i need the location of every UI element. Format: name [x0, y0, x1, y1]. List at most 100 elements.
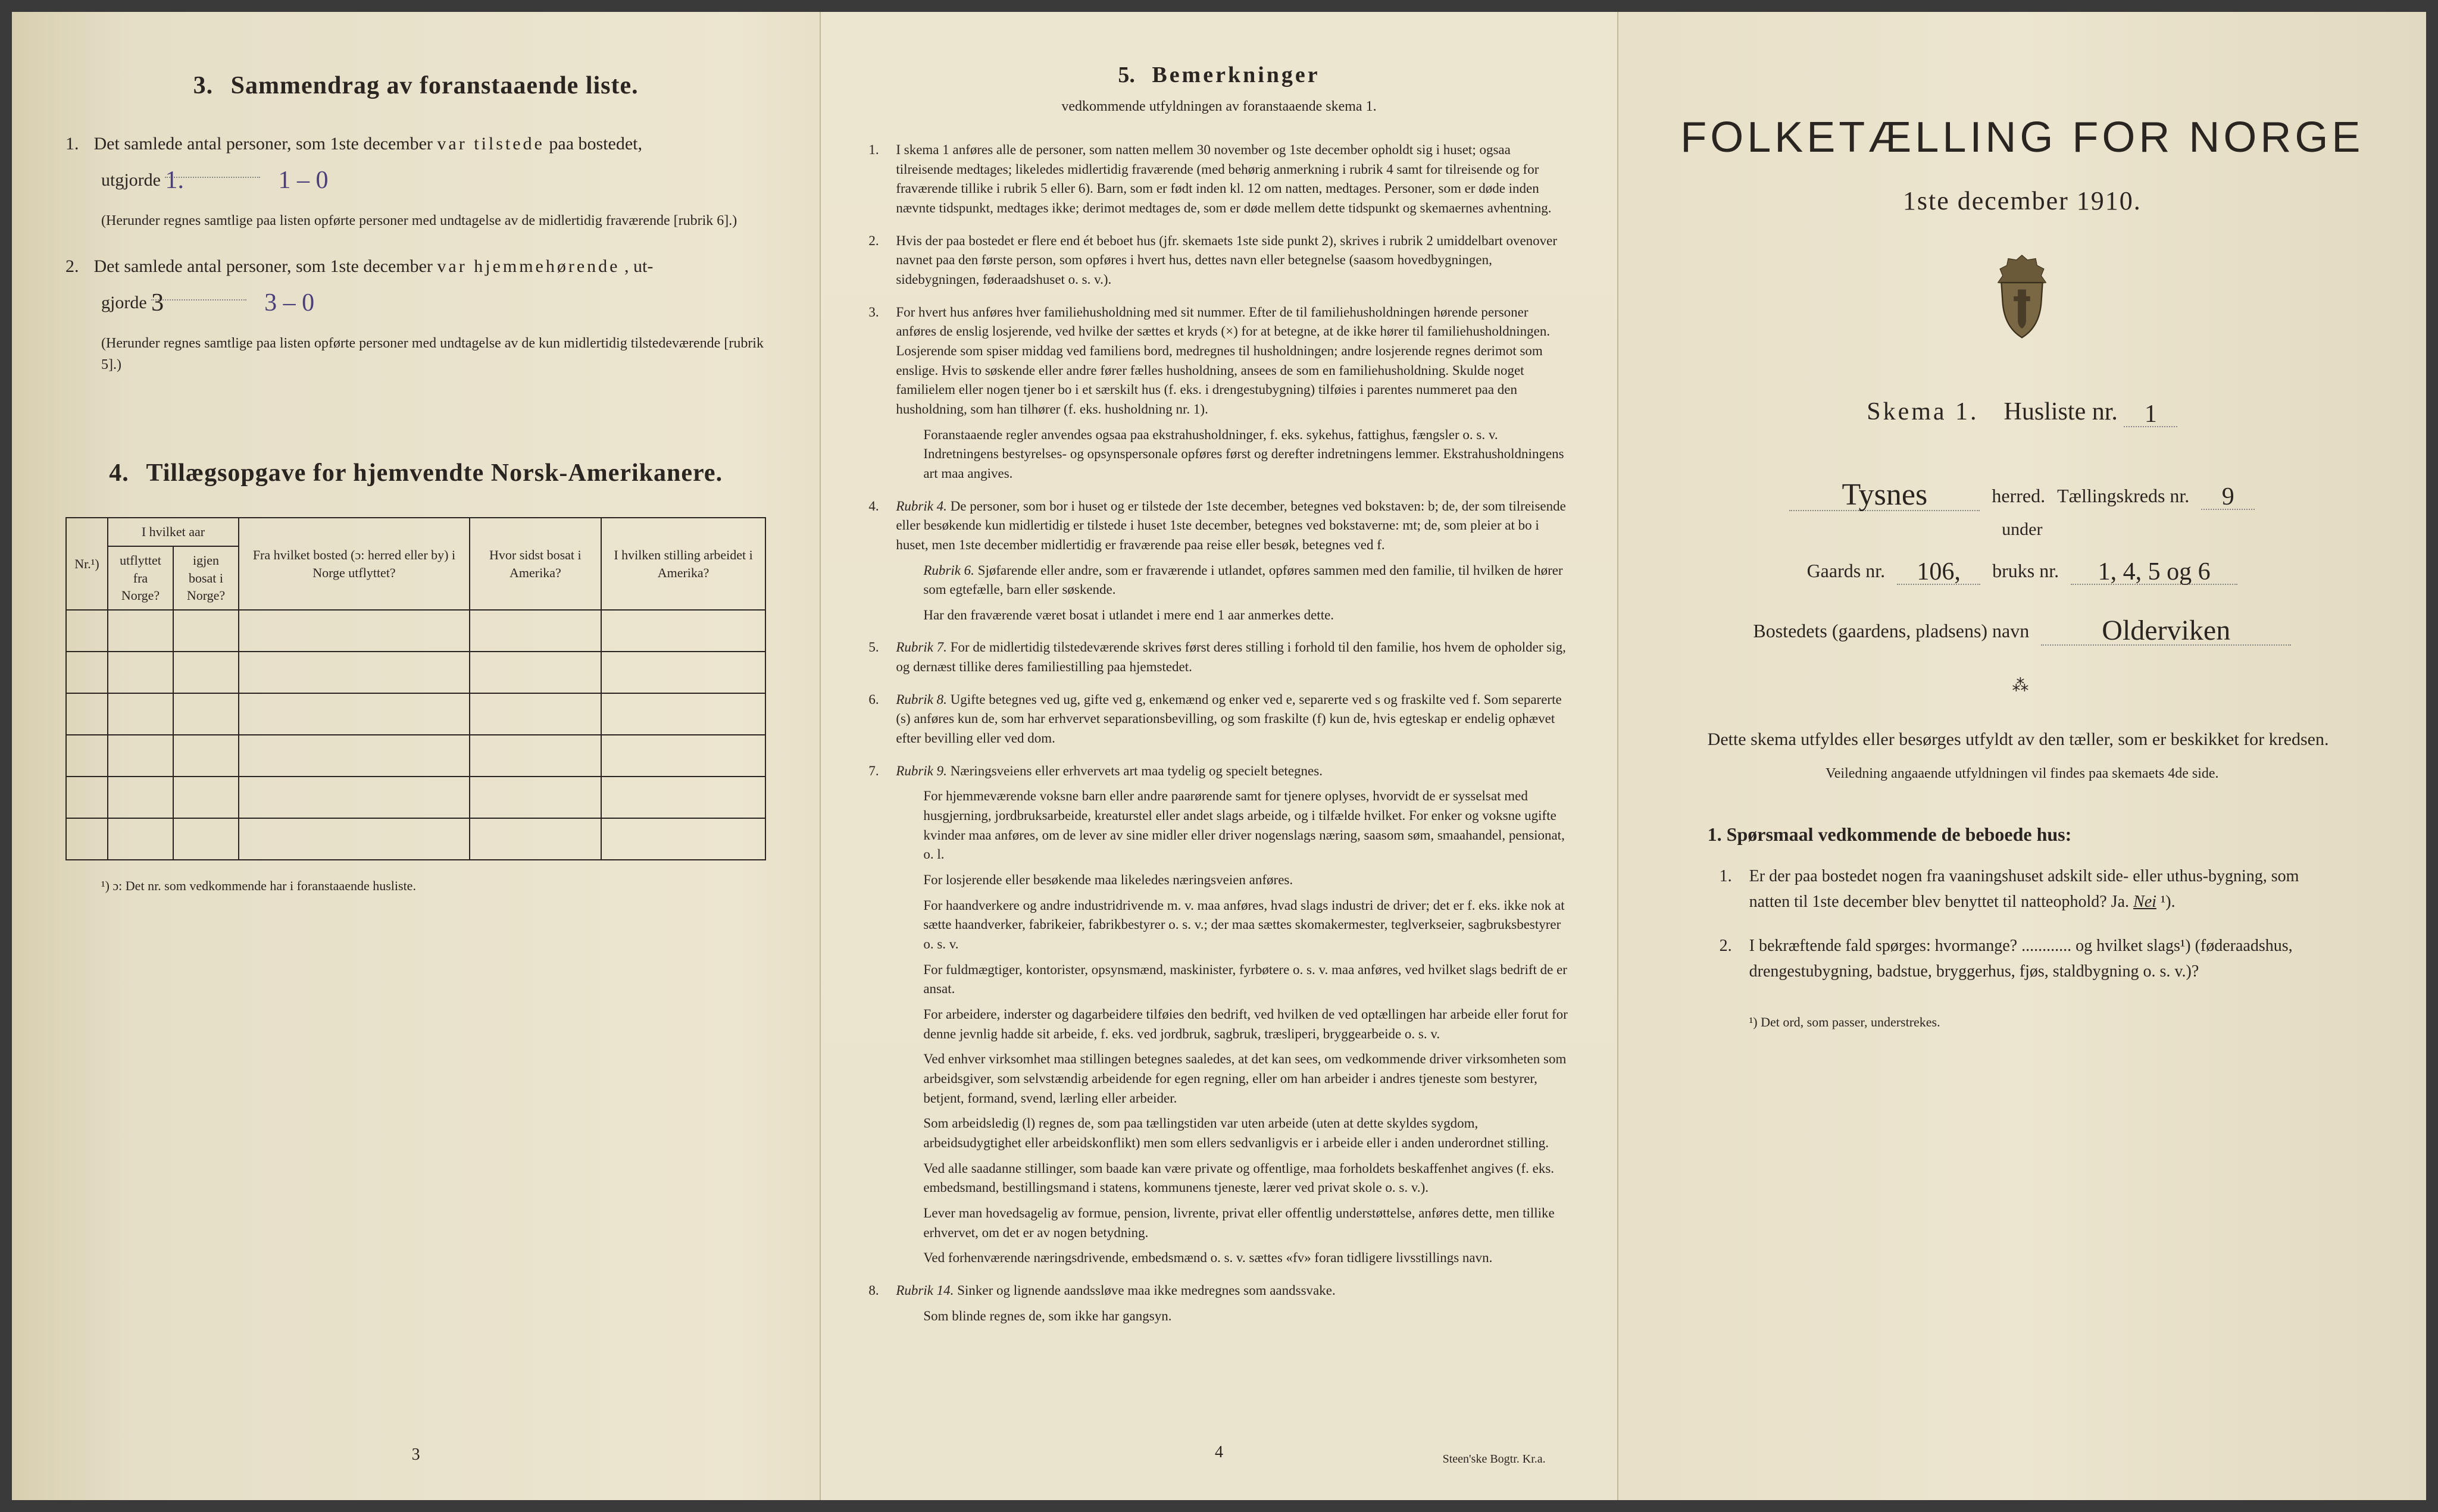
herred-under-text: under [2002, 519, 2042, 539]
bemerk-item-extra: Ved alle saadanne stillinger, som baade … [896, 1159, 1569, 1198]
tillaeg-table: Nr.¹) I hvilket aar Fra hvilket bosted (… [65, 517, 766, 860]
section-5-heading: 5. Bemerkninger [868, 60, 1569, 92]
table-row [66, 735, 765, 777]
item-1-note: (Herunder regnes samtlige paa listen opf… [65, 210, 766, 231]
table-cell [239, 818, 470, 860]
item-2-fill-1: 3 [151, 281, 246, 300]
table-cell [173, 652, 239, 693]
bemerk-item-text: I skema 1 anføres alle de personer, som … [896, 142, 1551, 215]
bemerk-item: Rubrik 7. For de midlertidig tilstedevær… [868, 638, 1569, 677]
bemerk-item-text: Rubrik 7. For de midlertidig tilstedevær… [896, 640, 1566, 674]
table-cell [66, 652, 108, 693]
gaards-line: Gaards nr. 106, bruks nr. 1, 4, 5 og 6 [1672, 555, 2373, 585]
gaards-label: Gaards nr. [1807, 560, 1886, 582]
kreds-label: Tællingskreds nr. [2057, 485, 2189, 507]
item-2-hand-2: 3 – 0 [264, 289, 314, 317]
page-3-summary: 3. Sammendrag av foranstaaende liste. 1.… [12, 12, 821, 1500]
table-cell [173, 610, 239, 652]
table-cell [173, 777, 239, 818]
question-1-text: Er der paa bostedet nogen fra vaaningshu… [1749, 867, 2299, 911]
ornament-divider: ⁂ [1672, 675, 2373, 696]
table-cell [173, 818, 239, 860]
section-4-num: 4. [109, 459, 129, 487]
bemerk-item-extra: Lever man hovedsagelig av formue, pensio… [896, 1204, 1569, 1242]
bemerk-item: Hvis der paa bostedet er flere end ét be… [868, 231, 1569, 290]
tillaeg-tbody [66, 610, 765, 860]
bemerk-item-sub: Som blinde regnes de, som ikke har gangs… [896, 1307, 1569, 1326]
skema-line: Skema 1. Husliste nr. 1 [1672, 397, 2373, 427]
item-2-note: (Herunder regnes samtlige paa listen opf… [65, 333, 766, 375]
bosted-value: Olderviken [2102, 615, 2230, 646]
bemerk-item: Rubrik 14. Sinker og lignende aandssløve… [868, 1281, 1569, 1326]
item-1: 1. Det samlede antal personer, som 1ste … [65, 130, 766, 198]
kreds-fill: 9 [2201, 480, 2255, 510]
question-1: 1. Er der paa bostedet nogen fra vaaning… [1672, 863, 2373, 915]
tillaeg-thead: Nr.¹) I hvilket aar Fra hvilket bosted (… [66, 518, 765, 610]
census-title: FOLKETÆLLING FOR NORGE [1672, 113, 2373, 162]
table-cell [470, 735, 601, 777]
instruction-text: Dette skema utfyldes eller besørges utfy… [1672, 725, 2373, 754]
gaards-fill: 106, [1897, 555, 1980, 585]
table-cell [173, 693, 239, 735]
item-2-hand-1: 3 [151, 289, 164, 317]
bemerk-item-extra: Som arbeidsledig (l) regnes de, som paa … [896, 1114, 1569, 1153]
herred-value: Tysnes [1842, 478, 1928, 512]
bemerk-item-extra: For hjemmeværende voksne barn eller andr… [896, 787, 1569, 865]
question-2-text: I bekræftende fald spørges: hvormange? .… [1749, 937, 2293, 981]
table-cell [108, 818, 173, 860]
census-document: 3. Sammendrag av foranstaaende liste. 1.… [12, 12, 2426, 1500]
bemerk-item: Rubrik 9. Næringsveiens eller erhvervets… [868, 762, 1569, 1268]
th-igjen: igjen bosat i Norge? [173, 546, 239, 610]
table-cell [601, 818, 766, 860]
question-2: 2. I bekræftende fald spørges: hvormange… [1672, 933, 2373, 985]
bemerk-item-text: For hvert hus anføres hver familiehushol… [896, 305, 1550, 417]
table-cell [470, 818, 601, 860]
bemerk-item-text: Rubrik 14. Sinker og lignende aandssløve… [896, 1283, 1335, 1298]
table-row [66, 693, 765, 735]
bosted-label: Bostedets (gaardens, pladsens) navn [1753, 620, 2029, 642]
item-1-fill-1: 1. [165, 158, 260, 178]
page-1-cover: FOLKETÆLLING FOR NORGE 1ste december 191… [1618, 12, 2426, 1500]
bemerk-item-extra: Ved enhver virksomhet maa stillingen bet… [896, 1050, 1569, 1108]
section-5-subhead: vedkommende utfyldningen av foranstaaend… [868, 96, 1569, 117]
table-cell [66, 735, 108, 777]
coat-of-arms-icon [1986, 252, 2058, 341]
bemerk-item-extra: For fuldmægtiger, kontorister, opsynsmæn… [896, 960, 1569, 999]
item-2-num: 2. [65, 252, 89, 281]
table-cell [66, 693, 108, 735]
herred-fill: Tysnes [1789, 475, 1980, 511]
gaards-value: 106, [1917, 558, 1961, 586]
item-2-text-b: var hjemmehørende [437, 256, 620, 276]
section-5-title: Bemerkninger [1152, 62, 1320, 87]
section-4-title: Tillægsopgave for hjemvendte Norsk-Ameri… [146, 459, 723, 487]
census-date: 1ste december 1910. [1672, 186, 2373, 216]
bruks-fill: 1, 4, 5 og 6 [2071, 555, 2237, 585]
table-cell [108, 735, 173, 777]
skema-label-a: Skema 1. [1867, 398, 1978, 425]
table-cell [66, 818, 108, 860]
section-3-title: Sammendrag av foranstaaende liste. [231, 72, 639, 99]
table-cell [470, 777, 601, 818]
printer-credit: Steen'ske Bogtr. Kr.a. [1443, 1451, 1546, 1467]
question-1-num: 1. [1720, 863, 1732, 889]
item-1-text-c: paa bostedet, [549, 134, 642, 154]
skema-label-b: Husliste nr. [2004, 398, 2118, 425]
table-cell [108, 693, 173, 735]
question-heading: 1. Spørsmaal vedkommende de beboede hus: [1672, 824, 2373, 846]
table-row [66, 818, 765, 860]
table-cell [239, 652, 470, 693]
item-2-line2: gjorde 3 3 – 0 [65, 281, 766, 321]
page-number-3: 3 [412, 1445, 420, 1464]
table-row [66, 652, 765, 693]
table-cell [108, 652, 173, 693]
bemerk-item: Rubrik 4. De personer, som bor i huset o… [868, 497, 1569, 625]
bemerk-item-sub: Foranstaaende regler anvendes ogsaa paa … [896, 425, 1569, 484]
bemerk-item-text: Rubrik 4. De personer, som bor i huset o… [896, 499, 1565, 552]
bemerk-item-sub: Rubrik 6. Sjøfarende eller andre, som er… [896, 561, 1569, 600]
table-cell [108, 610, 173, 652]
item-1-num: 1. [65, 130, 89, 158]
table-cell [470, 693, 601, 735]
bemerk-item: Rubrik 8. Ugifte betegnes ved ug, gifte … [868, 690, 1569, 749]
page-4-bemerkninger: 5. Bemerkninger vedkommende utfyldningen… [821, 12, 1618, 1500]
herred-label: herred. [1992, 485, 2045, 507]
